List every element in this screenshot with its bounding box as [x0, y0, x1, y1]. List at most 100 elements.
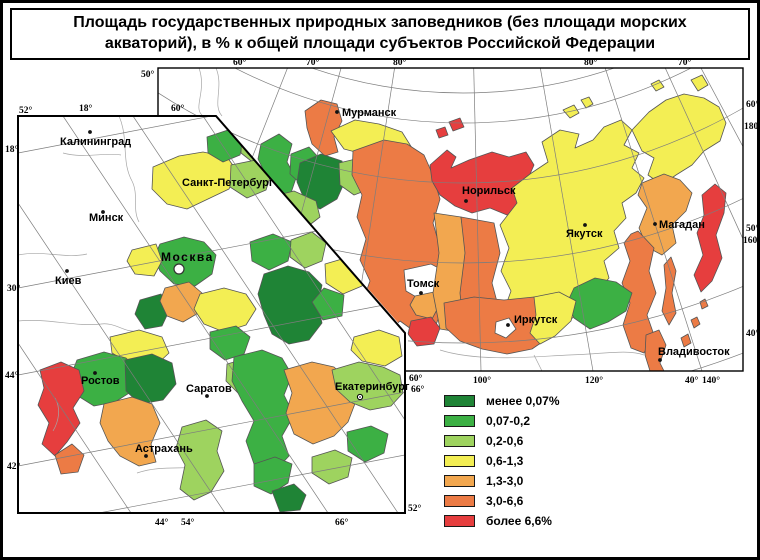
- inset-graticule: [18, 116, 405, 513]
- foreign-border: [118, 116, 140, 223]
- deg-label: 52°: [408, 503, 422, 514]
- region-orenburg-green: [231, 349, 295, 473]
- city-label-ekaterinburg: Екатеринбург: [335, 381, 410, 393]
- moscow-city-marker: [173, 263, 185, 275]
- legend-label: 0,2-0,6: [486, 433, 524, 448]
- city-label-minsk: Минск: [89, 212, 124, 224]
- deg-label: 60°: [409, 373, 423, 384]
- city-label-moscow: Москва: [161, 250, 214, 264]
- legend-row: менее 0,07%: [444, 393, 560, 408]
- legend-swatch-7: [444, 514, 475, 527]
- legend-row: 0,2-0,6: [444, 433, 560, 448]
- city-dot-murmansk: [335, 110, 339, 114]
- region-kamchatka: [693, 183, 727, 293]
- city-label-astrakhan: Астрахань: [135, 443, 193, 455]
- city-dot-saratov: [205, 394, 209, 398]
- legend-swatch-4: [444, 454, 475, 467]
- map-region: [448, 117, 465, 132]
- legend-label: 0,07-0,2: [486, 413, 531, 428]
- foreign-border: [62, 152, 122, 156]
- deg-label: 50°: [141, 69, 155, 80]
- deg-label: 70°: [306, 57, 320, 68]
- map-region: [680, 333, 692, 348]
- map-region: [151, 151, 238, 210]
- legend-swatch-2: [444, 414, 475, 427]
- city-dots: [65, 110, 662, 458]
- deg-label: 100°: [473, 375, 491, 386]
- city-label-norilsk: Норильск: [462, 185, 516, 197]
- legend-label: 1,3-3,0: [486, 473, 524, 488]
- region-khabarovsk: [621, 230, 657, 354]
- deg-label: 80°: [584, 57, 598, 68]
- map-region: [126, 243, 163, 277]
- map-region: [580, 96, 594, 109]
- map-region: [54, 443, 85, 475]
- deg-label: 140°: [702, 375, 720, 386]
- city-label-saratov: Саратов: [186, 383, 232, 395]
- deg-label: 70°: [678, 57, 692, 68]
- city-dot-rostov: [93, 371, 97, 375]
- city-dot-kiev: [65, 269, 69, 273]
- deg-label: 42°: [7, 461, 21, 472]
- deg-label: 180°: [744, 121, 760, 132]
- map-title-line2: акваторий), в % к общей площади субъекто…: [104, 34, 656, 52]
- region-altai-red: [407, 316, 441, 347]
- map-region: [690, 74, 709, 92]
- city-dot-magadan: [653, 222, 657, 226]
- city-label-kaliningrad: Калининград: [60, 136, 131, 148]
- city-label-murmansk: Мурманск: [342, 107, 397, 119]
- legend-row: 1,3-3,0: [444, 473, 560, 488]
- foreign-border: [439, 349, 645, 359]
- map-region: [529, 291, 577, 345]
- city-dot-norilsk: [464, 199, 468, 203]
- map-title: Площадь государственных природных запове…: [10, 8, 750, 60]
- city-dot-ekaterinburg-center: [359, 396, 361, 398]
- city-dot-vladivostok: [658, 358, 662, 362]
- city-label-tomsk: Томск: [407, 278, 440, 290]
- city-label-spb: Санкт-Петербург: [182, 177, 274, 189]
- foreign-border: [198, 68, 203, 116]
- deg-label: 66°: [335, 517, 349, 528]
- deg-label: 30°: [7, 283, 21, 294]
- legend-row: 0,6-1,3: [444, 453, 560, 468]
- map-region: [650, 79, 665, 92]
- city-label-rostov: Ростов: [81, 375, 120, 387]
- region-volga-dark-green: [257, 265, 323, 345]
- foreign-border: [215, 68, 223, 117]
- region-ekaterinburg: [331, 361, 404, 411]
- city-dot-irkutsk: [506, 323, 510, 327]
- deg-label: 44°: [155, 517, 169, 528]
- legend-label: менее 0,07%: [486, 393, 560, 408]
- city-dot-kaliningrad: [88, 130, 92, 134]
- map-legend: менее 0,07% 0,07-0,2 0,2-0,6 0,6-1,3 1,3…: [444, 394, 560, 534]
- city-label-irkutsk: Иркутск: [514, 314, 558, 326]
- legend-row: более 6,6%: [444, 514, 560, 528]
- legend-label: 0,6-1,3: [486, 453, 524, 468]
- map-region: [690, 316, 701, 329]
- city-label-vladivostok: Владивосток: [658, 346, 730, 358]
- map-region: [311, 449, 353, 485]
- foreign-border: [18, 320, 138, 332]
- legend-swatch-1: [444, 394, 475, 407]
- city-dot-minsk: [101, 210, 105, 214]
- deg-label: 44°: [5, 370, 19, 381]
- region-baikal-white: [494, 317, 517, 339]
- legend-label: 3,0-6,6: [486, 493, 524, 508]
- deg-label: 18°: [5, 144, 19, 155]
- map-region: [435, 126, 449, 139]
- deg-label: 60°: [171, 103, 185, 114]
- legend-swatch-3: [444, 434, 475, 447]
- city-dot-yakutsk: [583, 223, 587, 227]
- foreign-border: [533, 354, 543, 371]
- map-region: [124, 353, 177, 405]
- deg-label: 120°: [585, 375, 603, 386]
- inset-frame: [17, 115, 406, 514]
- city-label-yakutsk: Якутск: [566, 228, 603, 240]
- deg-label: 40°: [685, 375, 699, 386]
- region-caucasus-red: [37, 361, 85, 457]
- deg-label: 80°: [393, 57, 407, 68]
- inset-map-area: [18, 116, 405, 513]
- legend-row: 3,0-6,6: [444, 493, 560, 508]
- city-label-magadan: Магадан: [659, 219, 705, 231]
